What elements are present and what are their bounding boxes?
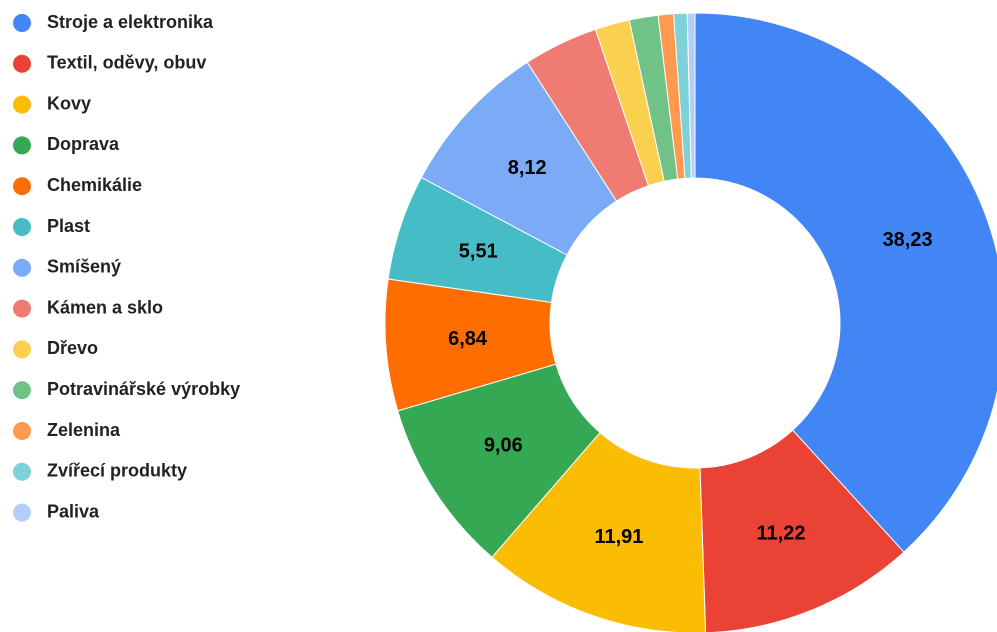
donut-slice [686,12,696,179]
legend-swatch [13,177,31,196]
donut-slice [491,431,707,632]
legend-label: Paliva [47,501,100,521]
legend-label: Textil, oděvy, obuv [47,53,206,73]
legend-swatch [13,95,31,114]
legend-swatch [13,422,31,440]
legend-swatch [13,54,31,73]
value-label: 8,12 [508,157,547,179]
legend-label: Smíšený [47,257,121,277]
legend-label: Doprava [47,134,120,154]
legend-label: Zvířecí produkty [47,461,187,481]
value-label: 11,22 [757,522,806,544]
value-label: 6,84 [448,328,488,350]
legend-swatch [13,503,31,522]
legend-swatch [13,340,31,359]
value-label: 38,23 [883,229,933,251]
legend-swatch [13,218,31,236]
legend-swatch [13,136,31,155]
donut-slice [694,12,997,553]
legend-label: Kovy [47,93,91,113]
legend-swatch [13,14,31,32]
value-label: 11,91 [594,526,643,548]
legend-label: Chemikálie [47,175,142,195]
donut-slice [699,429,905,632]
value-label: 9,06 [484,435,523,457]
legend-label: Zelenina [47,420,121,440]
legend-label: Potravinářské výrobky [47,379,240,399]
legend-swatch [13,462,31,481]
legend-label: Kámen a sklo [47,297,163,317]
legend-label: Plast [47,216,90,236]
legend-label: Dřevo [47,338,98,358]
legend-swatch [13,258,31,277]
value-label: 5,51 [459,241,498,263]
legend-label: Stroje a elektronika [47,12,214,32]
legend-swatch [13,381,31,400]
legend-swatch [13,299,31,318]
